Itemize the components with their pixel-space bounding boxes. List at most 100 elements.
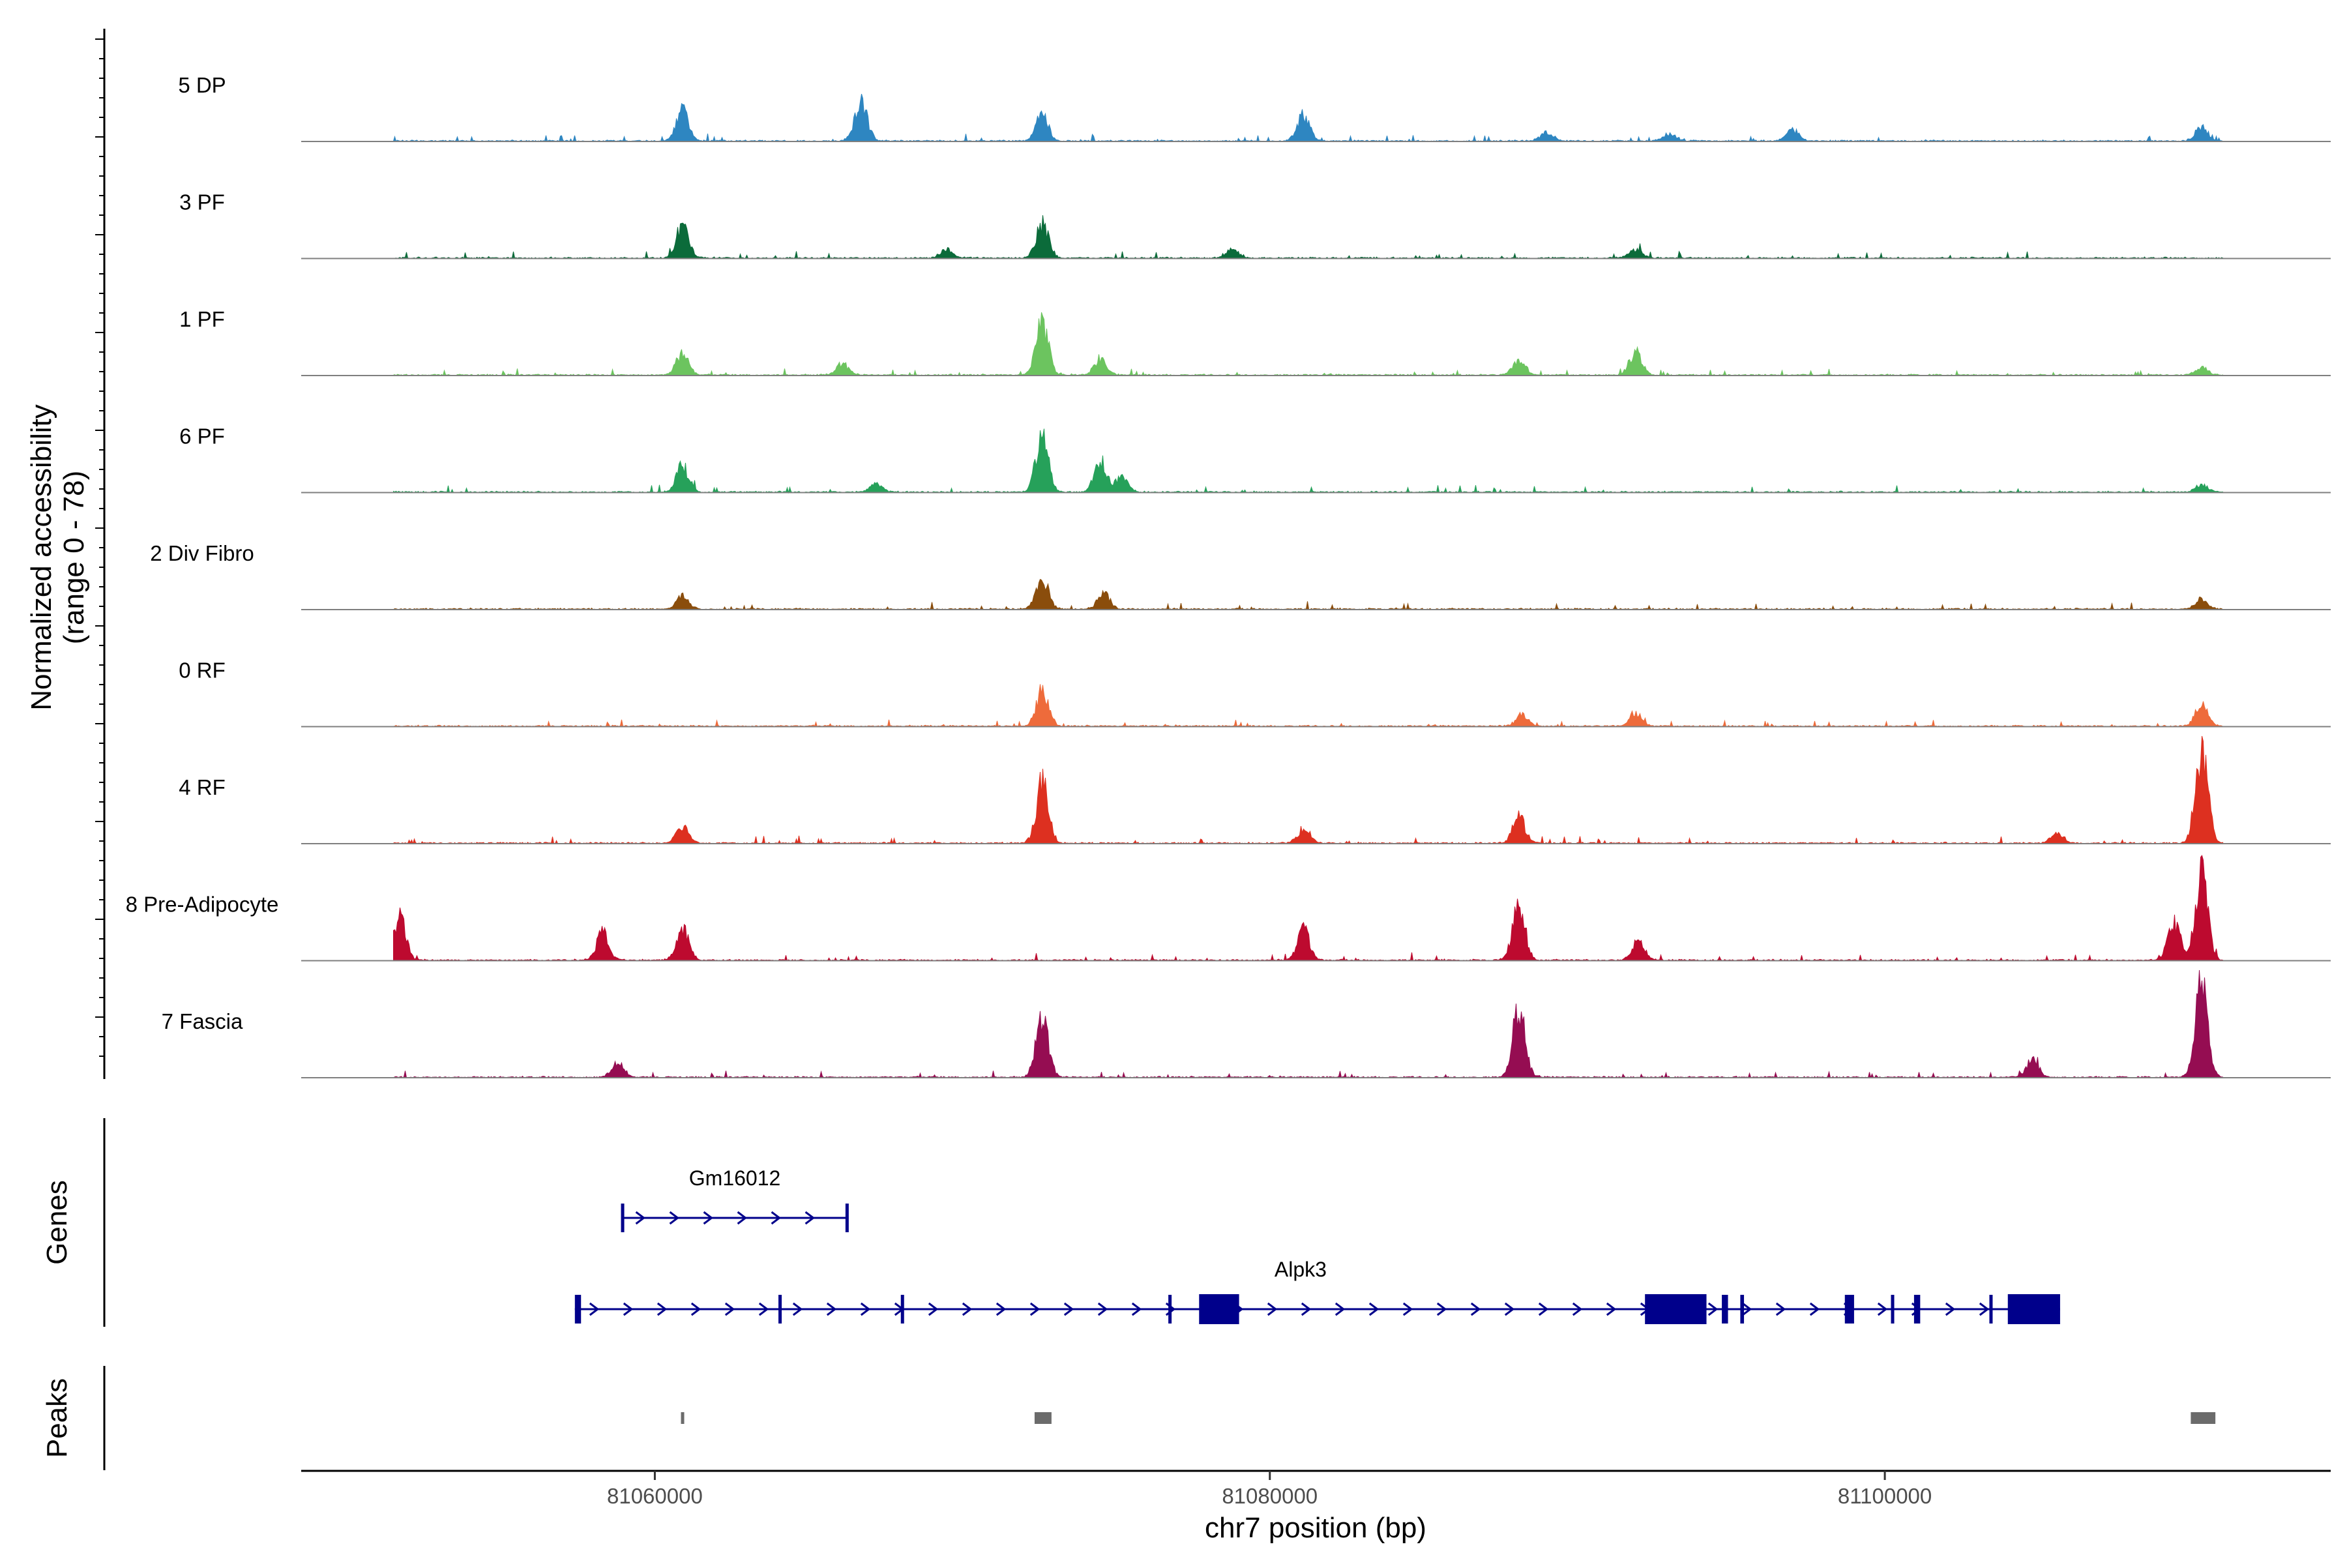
track-label: 3 PF	[179, 190, 225, 214]
genes-panel-label: Genes	[41, 1180, 73, 1265]
x-tick-label: 81060000	[607, 1484, 703, 1508]
track-label: 4 RF	[179, 775, 226, 799]
coverage-area	[393, 93, 2224, 142]
x-tick-label: 81080000	[1222, 1484, 1318, 1508]
gene-exon	[1891, 1295, 1895, 1324]
gene-exon	[1168, 1295, 1172, 1324]
x-tick-label: 81100000	[1838, 1484, 1932, 1508]
track-axis-ticks	[95, 38, 104, 1057]
track-label: 6 PF	[179, 424, 225, 449]
peaks-panel-label: Peaks	[41, 1378, 73, 1458]
gene-gm16012: Gm16012	[621, 1166, 849, 1232]
strand-arrow	[1131, 1302, 1142, 1316]
strand-arrow	[826, 1302, 837, 1316]
track-5-dp: 5 DP	[178, 73, 2331, 142]
coverage-area	[393, 312, 2224, 377]
strand-arrow	[1335, 1302, 1346, 1316]
strand-arrow	[1572, 1302, 1583, 1316]
y-axis-label-line2: (range 0 - 78)	[58, 471, 90, 645]
strand-arrow	[1436, 1302, 1447, 1316]
strand-arrow	[1097, 1302, 1108, 1316]
track-4-rf: 4 RF	[179, 735, 2331, 845]
track-label: 5 DP	[178, 73, 226, 97]
gene-alpk3: Alpk3	[574, 1258, 2060, 1324]
coverage-area	[393, 969, 2224, 1078]
coverage-area	[393, 735, 2224, 845]
track-label: 2 Div Fibro	[150, 541, 254, 565]
track-6-pf: 6 PF	[179, 424, 2331, 494]
strand-arrow	[758, 1302, 769, 1316]
track-8-pre-adipocyte: 8 Pre-Adipocyte	[126, 855, 2331, 962]
gene-exon	[1199, 1294, 1239, 1324]
strand-arrow	[724, 1302, 735, 1316]
strand-arrow	[1741, 1302, 1752, 1316]
strand-arrow	[1606, 1302, 1617, 1316]
gene-name: Gm16012	[689, 1166, 781, 1190]
gene-exon	[778, 1295, 782, 1324]
gene-exon	[845, 1204, 849, 1232]
strand-arrow	[690, 1302, 701, 1316]
gene-exon	[1645, 1294, 1707, 1324]
coverage-tracks: 5 DP 3 PF 1 PF 6 PF 2 Div Fibro 0 RF 4 RF 8 Pre…	[126, 73, 2331, 1078]
strand-arrow	[1775, 1302, 1786, 1316]
peak-region	[1034, 1412, 1052, 1424]
gene-exon	[621, 1204, 625, 1232]
track-label: 1 PF	[179, 307, 225, 331]
gene-exon	[1844, 1295, 1854, 1324]
strand-arrow	[1707, 1302, 1719, 1316]
gene-exon	[1722, 1295, 1728, 1324]
strand-arrow	[703, 1211, 714, 1225]
gene-exon	[1740, 1295, 1745, 1324]
called-peaks	[681, 1412, 2216, 1424]
peak-region	[681, 1412, 685, 1424]
strand-arrow	[1809, 1302, 1820, 1316]
strand-arrow	[1063, 1302, 1074, 1316]
strand-arrow	[1402, 1302, 1413, 1316]
gene-annotations: Gm16012 Alpk3	[574, 1166, 2060, 1324]
coverage-area	[393, 428, 2224, 494]
strand-arrow	[657, 1302, 668, 1316]
track-7-fascia: 7 Fascia	[162, 969, 2331, 1078]
track-0-rf: 0 RF	[179, 658, 2331, 728]
coverage-area	[393, 684, 2224, 728]
x-axis-label: chr7 position (bp)	[1205, 1512, 1426, 1544]
coverage-area	[393, 215, 2224, 259]
strand-arrow	[1538, 1302, 1549, 1316]
gene-exon	[1913, 1295, 1921, 1324]
gene-exon	[2007, 1294, 2060, 1324]
strand-arrow	[1945, 1302, 1956, 1316]
track-label: 0 RF	[179, 658, 226, 683]
track-label: 7 Fascia	[162, 1009, 243, 1033]
strand-arrow	[623, 1302, 634, 1316]
strand-arrow	[669, 1211, 680, 1225]
strand-arrow	[737, 1211, 748, 1225]
strand-arrow	[1267, 1302, 1278, 1316]
gene-exon	[900, 1295, 904, 1324]
track-label: 8 Pre-Adipocyte	[126, 893, 279, 917]
strand-arrow	[804, 1211, 816, 1225]
track-1-pf: 1 PF	[179, 307, 2331, 377]
strand-arrow	[962, 1302, 973, 1316]
gene-name: Alpk3	[1275, 1258, 1327, 1281]
strand-arrow	[1029, 1302, 1041, 1316]
gene-exon	[574, 1295, 582, 1324]
strand-arrow	[1504, 1302, 1515, 1316]
gene-exon	[1989, 1295, 1993, 1324]
coverage-area	[393, 855, 2224, 962]
track-3-pf: 3 PF	[179, 190, 2331, 259]
coverage-area	[393, 578, 2224, 610]
strand-arrow	[792, 1302, 803, 1316]
strand-arrow	[1301, 1302, 1312, 1316]
x-axis-ticks: 81060000 81080000 81100000	[607, 1471, 1932, 1508]
strand-arrow	[860, 1302, 871, 1316]
strand-arrow	[1979, 1302, 1990, 1316]
strand-arrow	[589, 1302, 600, 1316]
strand-arrow	[1877, 1302, 1888, 1316]
strand-arrow	[1368, 1302, 1380, 1316]
strand-arrow	[635, 1211, 646, 1225]
strand-arrow	[928, 1302, 939, 1316]
strand-arrow	[996, 1302, 1007, 1316]
track-2-div-fibro: 2 Div Fibro	[150, 541, 2331, 610]
